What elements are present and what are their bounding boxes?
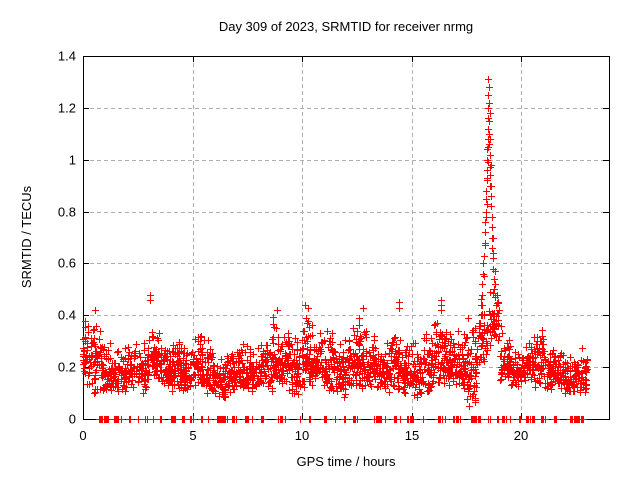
y-tick-label: 1 [69,153,76,168]
x-tick-label: 5 [189,428,196,443]
x-axis-label: GPS time / hours [297,454,396,469]
y-axis-label: SRMTID / TECUs [19,185,34,288]
y-tick-label: 0.2 [58,360,76,375]
x-tick-label: 10 [295,428,309,443]
x-tick-label: 15 [405,428,419,443]
scatter-points [80,76,591,410]
y-tick-label: 0.6 [58,256,76,271]
y-tick-label: 0.8 [58,205,76,220]
y-tick-label: 0 [69,412,76,427]
zero-value-markers [96,416,587,423]
y-tick-label: 1.2 [58,101,76,116]
tick-label-layer: 0 5 10 15 20 0 0.2 0.4 0.6 0.8 1 1.2 1.4 [58,49,528,444]
y-tick-label: 1.4 [58,49,76,64]
x-tick-label: 0 [79,428,86,443]
y-tick-label: 0.4 [58,308,76,323]
chart-title: Day 309 of 2023, SRMTID for receiver nrm… [219,19,473,34]
data-layer [80,76,591,423]
x-tick-label: 20 [514,428,528,443]
